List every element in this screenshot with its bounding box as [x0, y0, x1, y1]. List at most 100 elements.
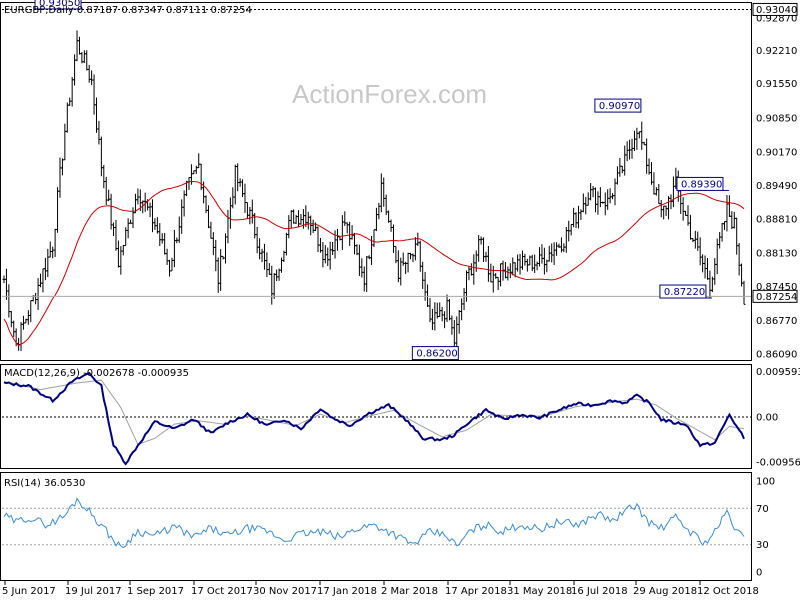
ohlc-bar	[440, 306, 444, 322]
ohlc-bar	[547, 245, 551, 262]
ohlc-bar	[732, 211, 736, 229]
ohlc-bar	[611, 193, 615, 200]
ohlc-bar	[479, 236, 483, 245]
ohlc-bar	[136, 188, 140, 205]
ohlc-bar	[518, 253, 522, 275]
rsi-tick-label: 70	[756, 504, 769, 515]
ohlc-bar	[26, 310, 30, 325]
ohlc-bar	[489, 263, 493, 283]
rsi-line	[3, 497, 745, 549]
ohlc-bar	[737, 243, 741, 276]
ohlc-bar	[206, 205, 210, 229]
ohlc-bar	[60, 158, 64, 176]
ohlc-bar	[297, 210, 301, 228]
ohlc-bar	[596, 191, 600, 215]
ohlc-bar	[671, 176, 675, 208]
ohlc-bar	[374, 207, 378, 232]
price-tick-label: 0.86090	[756, 350, 797, 361]
ohlc-bar	[112, 222, 116, 237]
ohlc-bar	[328, 241, 332, 270]
ohlc-bar	[335, 228, 339, 251]
ohlc-bar	[654, 187, 658, 196]
ohlc-bar	[343, 211, 347, 226]
annotation-label: 0.87220	[664, 287, 705, 298]
annotation-label: 0.93050	[39, 0, 80, 9]
ohlc-bar	[484, 251, 488, 262]
ohlc-bar	[520, 250, 524, 270]
ohlc-bar	[170, 257, 174, 272]
ohlc-bar	[613, 178, 617, 206]
moving-average-line	[3, 180, 745, 347]
ohlc-bar	[430, 308, 434, 330]
ohlc-bar	[540, 244, 544, 264]
ohlc-bar	[85, 50, 89, 71]
ohlc-bar	[618, 158, 622, 177]
ohlc-bar	[258, 238, 262, 260]
ohlc-bar	[357, 244, 361, 276]
ohlc-bar	[155, 217, 159, 234]
ohlc-bar	[598, 187, 602, 208]
ohlc-bar	[224, 233, 228, 264]
ohlc-bar	[311, 219, 315, 234]
ohlc-bar	[391, 224, 395, 253]
ohlc-bar	[569, 223, 573, 236]
ohlc-bar	[238, 178, 242, 187]
ohlc-bar	[735, 217, 739, 255]
x-tick-label: 2 Mar 2018	[381, 586, 438, 597]
ohlc-bar	[87, 64, 91, 83]
ohlc-bar	[331, 242, 335, 255]
ohlc-bar	[720, 222, 724, 242]
ohlc-bar	[287, 215, 291, 239]
ohlc-bar	[482, 237, 486, 263]
ohlc-bar	[163, 232, 167, 255]
ohlc-bar	[379, 173, 383, 213]
ohlc-bar	[657, 184, 661, 205]
current-price-label: 0.87254	[756, 292, 797, 303]
ohlc-bar	[243, 183, 247, 213]
macd-line	[3, 371, 745, 466]
ohlc-bar	[177, 216, 181, 243]
ohlc-bar	[693, 230, 697, 249]
annotation-box	[34, 0, 82, 10]
ohlc-bar	[608, 188, 612, 204]
ohlc-bar	[723, 221, 727, 231]
ohlc-bar	[406, 252, 410, 273]
ohlc-bar	[477, 235, 481, 262]
ohlc-bar	[447, 299, 451, 321]
ohlc-bar	[228, 197, 232, 229]
ohlc-bar	[530, 254, 534, 272]
ohlc-bar	[645, 138, 649, 174]
ohlc-bar	[703, 255, 707, 279]
ohlc-bar	[321, 242, 325, 268]
ohlc-bar	[742, 280, 746, 305]
ohlc-bar	[667, 196, 671, 220]
ohlc-bar	[411, 253, 415, 263]
ohlc-bar	[41, 268, 45, 293]
macd-label: MACD(12,26,9) -0.002678 -0.000935	[4, 368, 189, 379]
ohlc-bar	[150, 199, 154, 233]
ohlc-bar	[589, 183, 593, 201]
x-tick-label: 30 Nov 2017	[253, 586, 317, 597]
ohlc-bar	[219, 249, 223, 291]
top-level-price-label-box	[752, 2, 798, 16]
ohlc-bar	[241, 179, 245, 198]
price-layer: 0.93050 0.90970 0.89390 0.87220 0.86200	[2, 0, 751, 361]
macd-panel-frame	[0, 364, 752, 469]
ohlc-bar	[270, 265, 274, 305]
ohlc-bar	[418, 240, 422, 272]
ohlc-bar	[552, 242, 556, 265]
ohlc-bar	[68, 97, 72, 106]
ohlc-bar	[445, 294, 449, 322]
ohlc-bar	[353, 232, 357, 255]
annotation-box	[676, 176, 724, 191]
ohlc-bar	[725, 195, 729, 232]
ohlc-bar	[194, 165, 198, 174]
ohlc-bar	[284, 232, 288, 256]
ohlc-bar	[681, 197, 685, 221]
ohlc-bar	[516, 254, 520, 272]
ohlc-bar	[126, 218, 130, 239]
ohlc-bar	[75, 30, 79, 62]
ohlc-bar	[56, 187, 60, 233]
ohlc-bar	[109, 193, 113, 230]
